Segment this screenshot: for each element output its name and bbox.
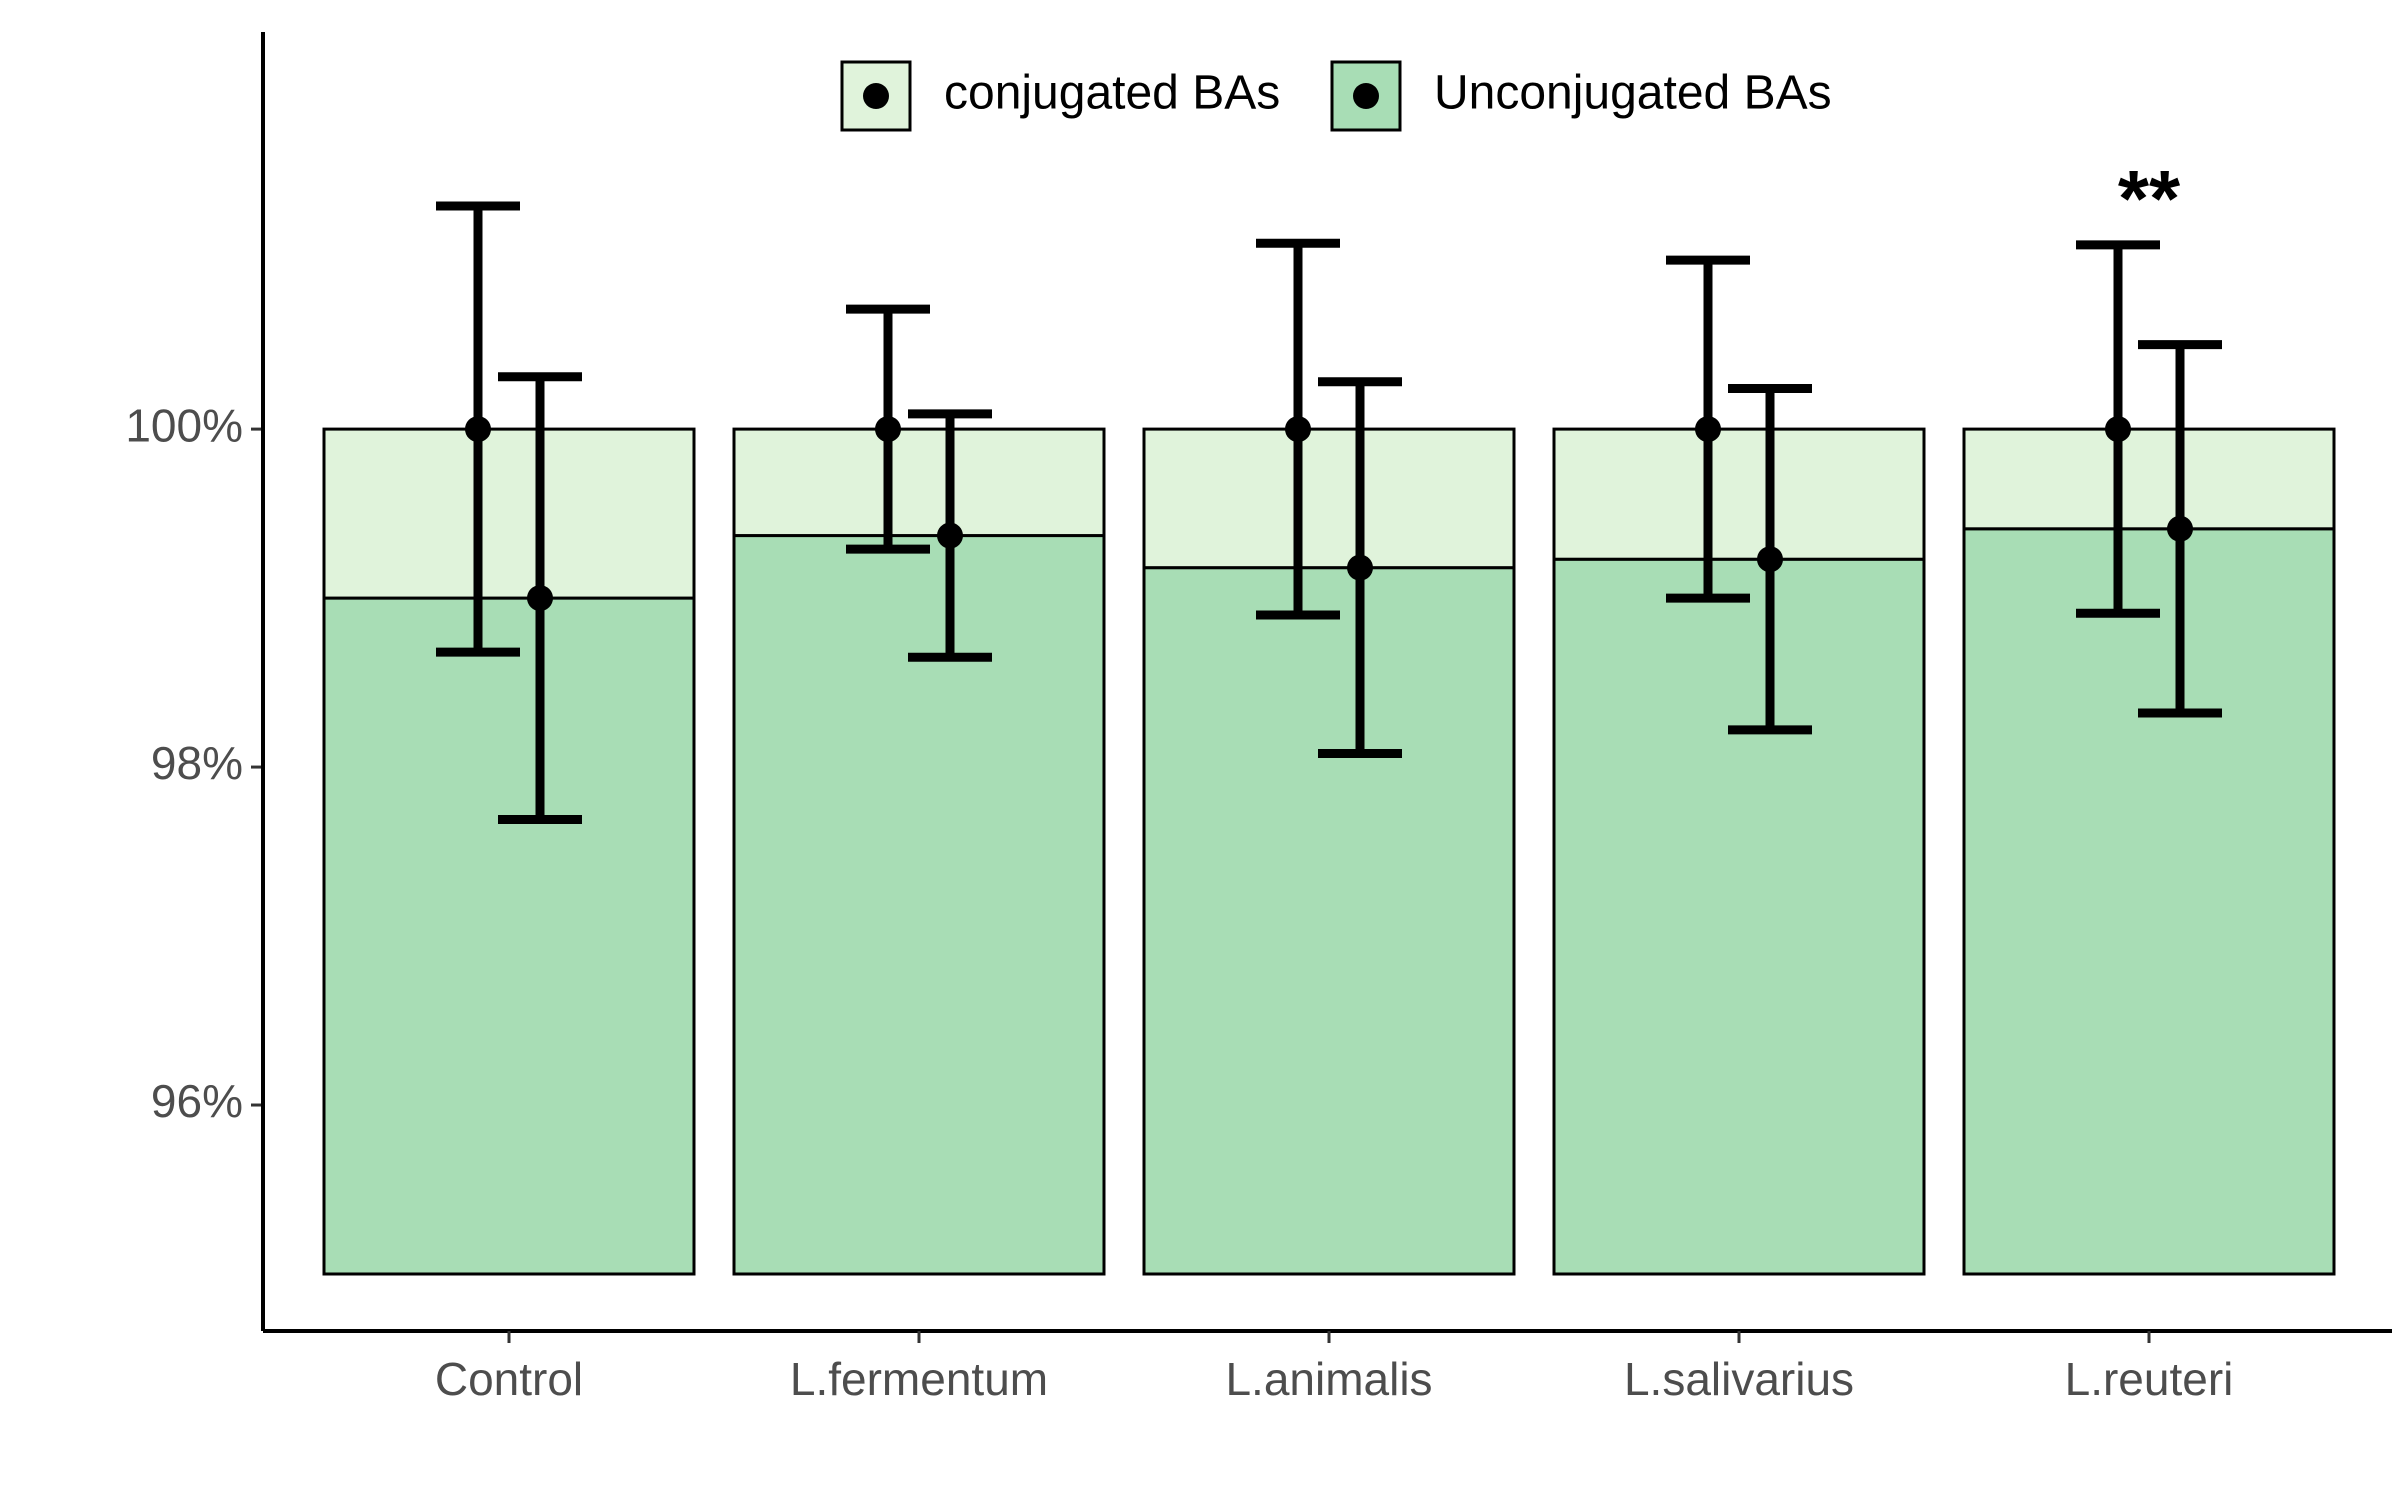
point: [527, 585, 553, 612]
bar-segment: [1552, 557, 1926, 1276]
point: [875, 416, 901, 443]
point: [465, 416, 491, 443]
y-tick-label: 96%: [151, 1075, 243, 1127]
point: [1695, 416, 1721, 443]
y-tick-label: 100%: [125, 399, 243, 451]
bar-segment: [732, 534, 1106, 1276]
point: [1285, 416, 1311, 443]
bar-segment: [1142, 427, 1516, 570]
x-tick-label: L.animalis: [1225, 1353, 1432, 1405]
point: [2167, 515, 2193, 542]
legend-point: [863, 83, 889, 109]
bar-segment: [1962, 527, 2336, 1276]
annotation: **: [2118, 154, 2181, 243]
legend-label: Unconjugated BAs: [1434, 67, 1832, 120]
bar-segment: [732, 427, 1106, 538]
bar-segment: [322, 596, 696, 1276]
bar-segment: [1552, 427, 1926, 561]
bar-segment: [1142, 566, 1516, 1276]
legend-point: [1353, 83, 1379, 109]
x-tick-label: L.salivarius: [1624, 1353, 1854, 1405]
legend-key: [840, 60, 912, 132]
legend-label: conjugated BAs: [944, 67, 1280, 120]
point: [1347, 554, 1373, 581]
x-tick-label: L.reuteri: [2065, 1353, 2234, 1405]
y-tick-label: 98%: [151, 737, 243, 789]
x-tick-label: L.fermentum: [790, 1353, 1048, 1405]
point: [2105, 416, 2131, 443]
point: [937, 522, 963, 549]
point: [1757, 546, 1783, 573]
bar-segment: [1962, 427, 2336, 531]
x-tick-label: Control: [435, 1353, 583, 1405]
bar-segment: [322, 427, 696, 600]
